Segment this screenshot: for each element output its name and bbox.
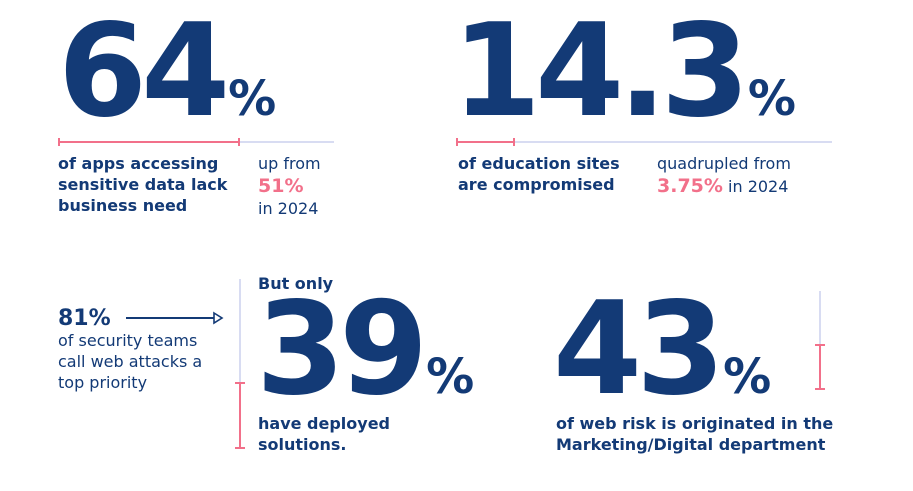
stat-14-3-number: 14.3 [452,0,750,146]
stat-64-track [240,141,334,143]
stat-39-progress-bar [239,383,241,448]
text-line: solutions. [258,435,347,454]
comparison-prefix: quadrupled from [657,154,791,173]
stat-43-progress-bar [819,345,821,389]
text-line: business need [58,196,188,215]
stat-14-3-track [515,141,832,143]
stat-39-description: have deployed solutions. [258,413,390,455]
stat-14-3-unit: % [747,71,796,127]
stat-64-progress-bar [58,141,239,143]
comparison-value: 51% [258,175,304,197]
stat-14-3-bar-tick-end [513,138,515,146]
text-line: Marketing/Digital department [556,435,826,454]
stat-14-3-comparison: quadrupled from 3.75% in 2024 [657,153,791,197]
stat-64-bar-tick-end [238,138,240,146]
stat-43-unit: % [723,349,772,405]
text-line: have deployed [258,414,391,433]
stat-14-3-progress-bar [456,141,514,143]
stat-43-bar-tick-bottom [815,388,825,390]
stat-81-value: 81% [58,306,111,331]
text-line: of apps accessing [58,154,219,173]
stat-39-value: 39% [256,286,474,414]
stat-43-track [819,291,821,345]
stat-64-unit: % [228,71,277,127]
stat-14-3-value: 14.3% [452,8,796,136]
stat-14-3-bar-tick-start [456,138,458,146]
stat-43-number: 43 [553,275,725,424]
text-line: of security teams [58,331,198,350]
arrow-right-icon [126,311,224,325]
stat-64-comparison: up from 51% in 2024 [258,153,321,219]
stat-64-number: 64 [58,0,230,146]
stat-43-bar-tick-top [815,344,825,346]
text-line: of education sites [458,154,620,173]
comparison-prefix: up from [258,154,321,173]
stat-64-value: 64% [58,8,276,136]
stat-39-lead: But only [258,274,334,293]
stat-43-value: 43% [553,286,771,414]
stat-43-description: of web risk is originated in the Marketi… [556,413,833,455]
stat-39-unit: % [426,349,475,405]
text-line: are compromised [458,175,615,194]
stat-39-bar-tick-top [235,382,245,384]
stat-39-number: 39 [256,275,428,424]
comparison-suffix: in 2024 [258,199,319,218]
stat-81-description: of security teams call web attacks a top… [58,330,202,393]
stat-64-bar-tick-start [58,138,60,146]
text-line: call web attacks a [58,352,203,371]
comparison-suffix: in 2024 [728,177,789,196]
stat-64-description: of apps accessing sensitive data lack bu… [58,153,248,216]
text-line: of web risk is originated in the [556,414,834,433]
text-line: sensitive data lack [58,175,228,194]
stat-39-bar-tick-bottom [235,447,245,449]
stat-39-track [239,279,241,383]
comparison-value: 3.75% [657,175,723,197]
text-line: top priority [58,373,148,392]
stat-14-3-description: of education sites are compromised [458,153,638,195]
